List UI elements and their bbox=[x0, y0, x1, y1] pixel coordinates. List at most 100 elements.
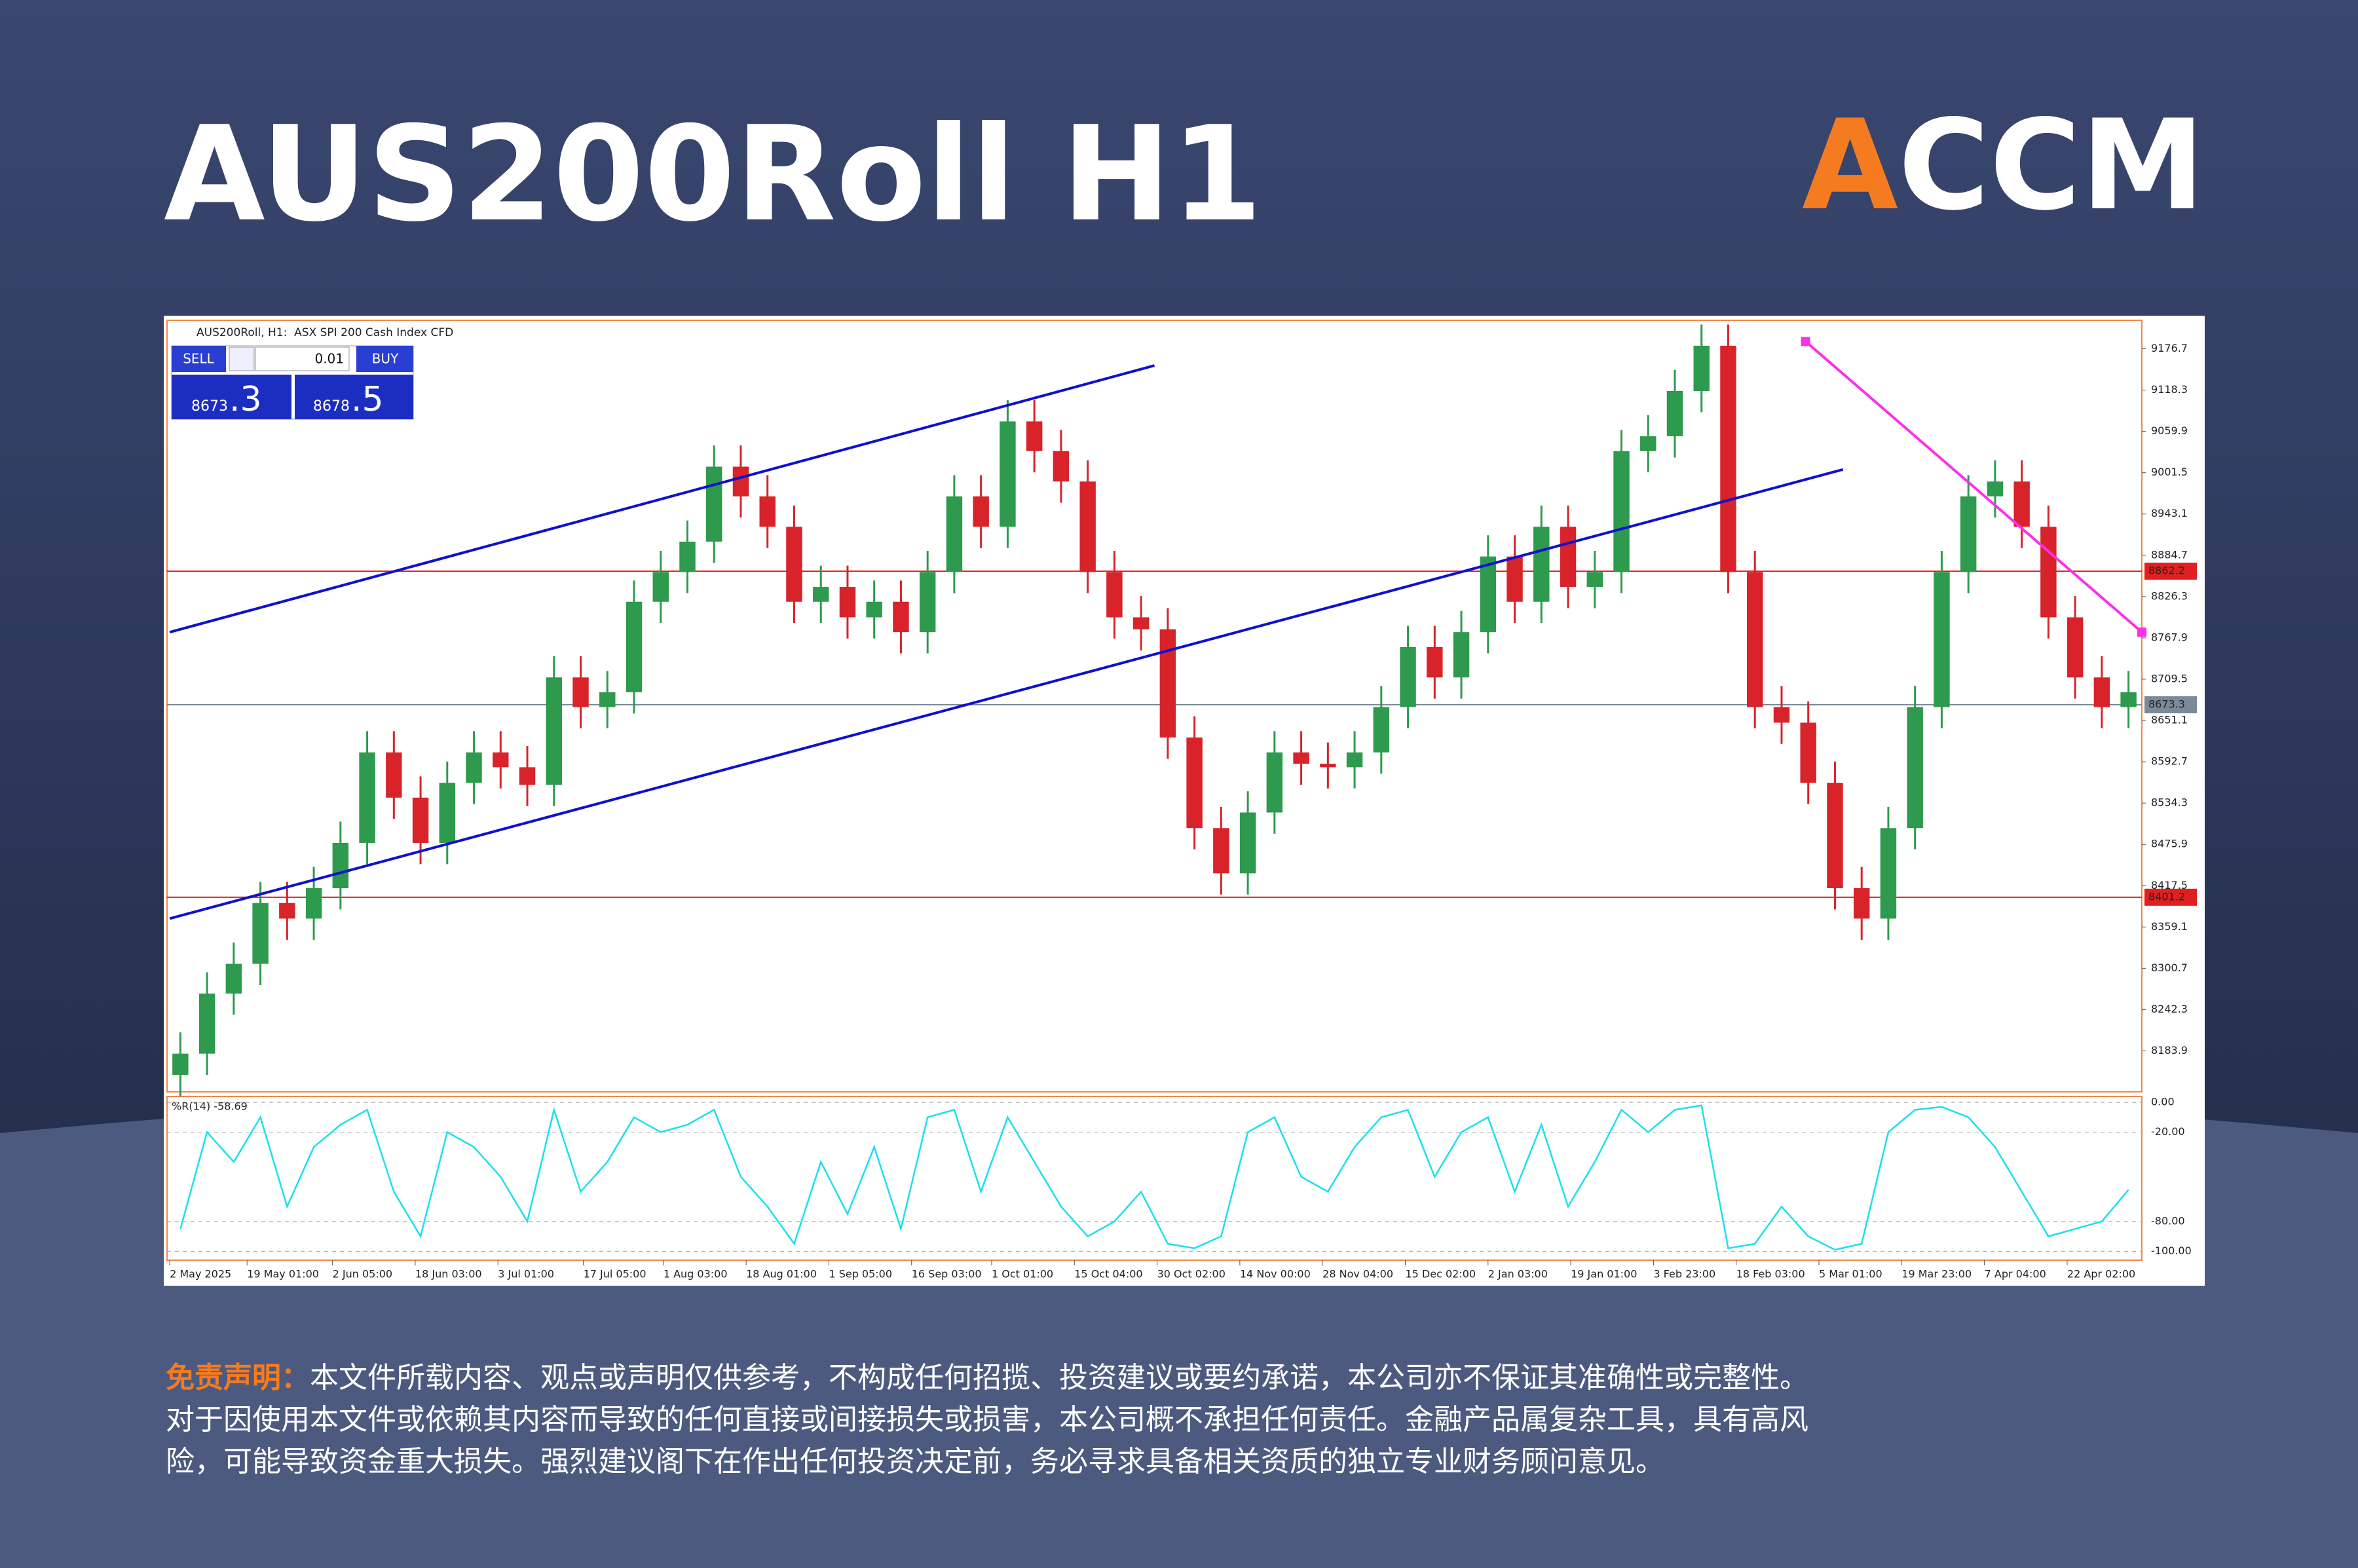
trendline bbox=[169, 364, 1155, 634]
price-frame bbox=[166, 320, 2143, 1092]
lot-dropdown[interactable] bbox=[229, 346, 255, 371]
logo-part: M bbox=[2081, 93, 2205, 238]
candle-body bbox=[973, 496, 989, 527]
y-tick-label: 8826.3 bbox=[2151, 589, 2188, 602]
candle-body bbox=[332, 842, 349, 889]
page-title: AUS200Roll H1 bbox=[164, 98, 1262, 251]
candle-body bbox=[893, 601, 909, 633]
sell-box[interactable] bbox=[172, 375, 291, 419]
x-tick-label: 2 Jan 03:00 bbox=[1488, 1268, 1548, 1280]
candle-body bbox=[1853, 888, 1870, 919]
candle-body bbox=[1266, 752, 1283, 813]
buy-label[interactable]: BUY bbox=[372, 351, 399, 367]
candle-body bbox=[786, 527, 802, 602]
candle-body bbox=[2093, 677, 2110, 707]
candle-body bbox=[572, 677, 589, 707]
disclaimer-line: 对于因使用本文件或依赖其内容而导致的任何直接或间接损失或损害，本公司概不承担任何… bbox=[166, 1403, 1808, 1436]
candle-body bbox=[1026, 421, 1043, 451]
candle-body bbox=[412, 797, 429, 843]
candle-body bbox=[1613, 451, 1630, 572]
y-tick-label: 9001.5 bbox=[2151, 466, 2188, 478]
x-tick-label: 2 May 2025 bbox=[170, 1268, 231, 1280]
y-tick-label: 8592.7 bbox=[2151, 755, 2188, 768]
x-tick-label: 17 Jul 05:00 bbox=[584, 1268, 646, 1280]
candle-body bbox=[252, 903, 269, 964]
disclaimer-line: 免责声明：本文件所载内容、观点或声明仅供参考，不构成任何招揽、投资建议或要约承诺… bbox=[166, 1361, 1808, 1394]
disclaimer-line: 险，可能导致资金重大损失。强烈建议阁下在作出任何投资决定前，务必寻求具备相关资质… bbox=[166, 1445, 1664, 1478]
lot-input[interactable] bbox=[255, 346, 350, 371]
chart-header: AUS200Roll, H1: ASX SPI 200 Cash Index C… bbox=[196, 326, 453, 339]
x-tick-label: 3 Feb 23:00 bbox=[1653, 1268, 1715, 1280]
candle-body bbox=[946, 496, 963, 572]
candle-body bbox=[1880, 828, 1897, 919]
candle-body bbox=[279, 903, 295, 919]
trade-panel: SELL 0.01 BUY 8673 .3 8678 .5 bbox=[171, 345, 414, 420]
candle-body bbox=[172, 1053, 189, 1075]
candle-body bbox=[866, 601, 882, 618]
x-tick-label: 19 May 01:00 bbox=[247, 1268, 319, 1280]
candle-body bbox=[759, 496, 776, 527]
logo-part: CC bbox=[1898, 93, 2081, 238]
x-tick-label: 15 Dec 02:00 bbox=[1405, 1268, 1476, 1280]
plot: 9176.7 9118.3 9059.9 9001.5 8943.1 8884.7 8826… bbox=[167, 324, 2197, 1280]
candle-body bbox=[1053, 451, 1070, 482]
candle-body bbox=[1373, 707, 1390, 753]
x-tick-label: 5 Mar 01:00 bbox=[1819, 1268, 1882, 1280]
x-tick-label: 2 Jun 05:00 bbox=[333, 1268, 392, 1280]
buy-box[interactable] bbox=[295, 375, 413, 419]
trendline-anchor bbox=[1801, 337, 1810, 346]
y-tick-label: 9059.9 bbox=[2151, 424, 2188, 437]
candle-body bbox=[812, 587, 829, 602]
y-tick-label: 0.00 bbox=[2151, 1096, 2175, 1108]
chart-panel bbox=[164, 316, 2205, 1286]
x-tick-label: 22 Apr 02:00 bbox=[2067, 1268, 2135, 1280]
candle-body bbox=[305, 888, 322, 919]
y-tick-label: 8651.1 bbox=[2151, 714, 2188, 726]
candle-body bbox=[546, 677, 562, 785]
candle-body bbox=[1640, 436, 1656, 451]
x-tick-label: 1 Sep 05:00 bbox=[829, 1268, 892, 1280]
y-tick-label: -100.00 bbox=[2151, 1244, 2192, 1257]
candle-body bbox=[1106, 572, 1123, 618]
y-tick-label: 8767.9 bbox=[2151, 631, 2188, 643]
price-label: 8401.2 bbox=[2148, 890, 2185, 903]
candle-body bbox=[1720, 345, 1736, 572]
candle-body bbox=[652, 572, 669, 602]
buy-button[interactable] bbox=[356, 346, 413, 372]
logo: ACCM bbox=[1802, 93, 2205, 238]
candle-body bbox=[1480, 556, 1497, 633]
candle-body bbox=[1000, 421, 1016, 527]
price-label-bg bbox=[2144, 563, 2197, 580]
candle-body bbox=[706, 466, 722, 542]
candle-body bbox=[2013, 481, 2030, 527]
candle-body bbox=[732, 466, 749, 496]
candle-body bbox=[1960, 496, 1977, 572]
candle-body bbox=[439, 783, 456, 843]
price-label: 8862.2 bbox=[2148, 565, 2185, 577]
lot-value[interactable]: 0.01 bbox=[314, 351, 344, 367]
sell-frac: .3 bbox=[229, 380, 262, 419]
y-tick-label: 8943.1 bbox=[2151, 507, 2188, 519]
candle-body bbox=[1987, 481, 2004, 496]
candle-body bbox=[1506, 556, 1523, 602]
candle-body bbox=[2067, 617, 2084, 678]
candle-body bbox=[2120, 692, 2137, 707]
x-tick-label: 30 Oct 02:00 bbox=[1157, 1268, 1226, 1280]
x-tick-label: 14 Nov 00:00 bbox=[1240, 1268, 1311, 1280]
candle-body bbox=[1560, 527, 1577, 588]
y-tick-label: -20.00 bbox=[2151, 1125, 2185, 1138]
candle-body bbox=[919, 572, 936, 633]
y-tick-label: 8242.3 bbox=[2151, 1003, 2188, 1015]
candle-body bbox=[1773, 707, 1790, 723]
candle-body bbox=[1400, 646, 1416, 707]
candle-body bbox=[1186, 737, 1203, 829]
sell-button[interactable] bbox=[172, 346, 226, 372]
candle-body bbox=[839, 587, 856, 618]
candle-body bbox=[626, 601, 643, 692]
candle-body bbox=[359, 752, 375, 843]
x-tick-label: 16 Sep 03:00 bbox=[912, 1268, 982, 1280]
oscillator-line bbox=[179, 1104, 2129, 1251]
candle-body bbox=[1213, 828, 1229, 874]
sell-label[interactable]: SELL bbox=[183, 351, 214, 367]
